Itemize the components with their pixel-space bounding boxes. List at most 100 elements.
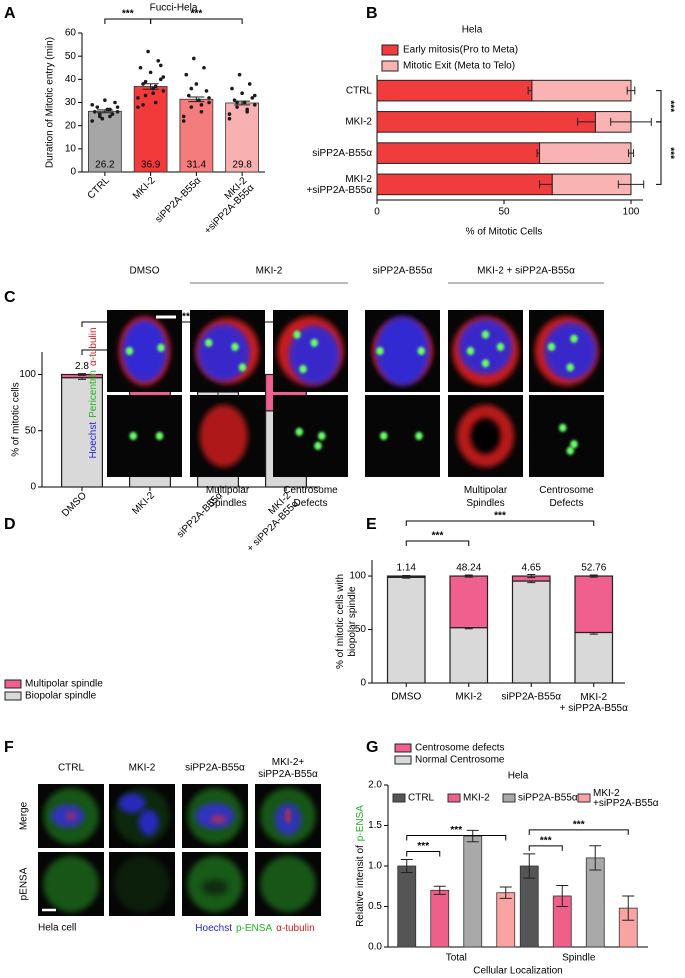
data-point: [245, 109, 249, 114]
data-point: [153, 84, 158, 89]
data-point: [252, 103, 257, 107]
stain-legend: Hoechst Pericentrin α-tubulin: [88, 327, 99, 458]
y-tick-label-line: +siPP2A-B55α: [306, 185, 372, 196]
data-point: [92, 109, 97, 114]
y-tick-label: 100: [349, 571, 366, 582]
data-point: [148, 70, 153, 75]
y-axis-label: Duration of Mitotic entry (min): [45, 37, 56, 168]
bar-segment: [574, 631, 614, 684]
x-tick-label: siPP2A-B55α: [501, 692, 561, 703]
caption-line: Defects: [294, 498, 328, 509]
data-point: [161, 75, 166, 79]
legend-label: Multipolar spindle: [25, 679, 103, 690]
significance-bracket: [406, 835, 507, 841]
note: Hela cell: [38, 923, 76, 934]
y-axis-label: % of mitotic cells: [11, 382, 22, 456]
error-bar: [466, 829, 479, 843]
legend-swatch: [394, 755, 412, 765]
y-axis-label-part: p-ENSA: [355, 805, 366, 841]
micrograph: [448, 395, 523, 477]
data-point: [153, 100, 158, 105]
column-header: MKI-2: [129, 763, 156, 774]
stain: [318, 431, 326, 441]
bar: [585, 857, 605, 948]
data-point: [204, 89, 209, 93]
data-point: [113, 100, 117, 105]
micrograph: [448, 310, 523, 392]
y-tick-label: 0.5: [368, 901, 382, 912]
chart-title: Fucci-Hela: [150, 3, 198, 14]
data-point: [250, 96, 255, 100]
significance-label: ***: [417, 841, 429, 852]
significance-bracket: [656, 121, 662, 185]
caption-line: Centrosome: [283, 485, 338, 496]
data-point: [108, 114, 112, 119]
data-point: [136, 96, 140, 100]
legend-label: Early mitosis(Pro to Meta): [403, 45, 518, 56]
significance-label: ***: [191, 9, 203, 20]
y-tick-label: 0: [70, 167, 76, 178]
stain: [458, 319, 513, 375]
row-header: pENSA: [19, 867, 30, 900]
micrograph-bg: [107, 395, 182, 477]
y-tick-label: CTRL: [346, 85, 373, 96]
micrograph: [255, 784, 321, 848]
y-axis-label-line: % of mitotic cells with: [335, 574, 346, 669]
data-point: [136, 105, 140, 109]
data-point: [240, 91, 244, 96]
x-tick-label: Total: [446, 953, 467, 964]
legend-swatch: [4, 691, 22, 701]
significance-label: ***: [432, 531, 444, 542]
data-point: [98, 114, 102, 119]
micrograph: [107, 310, 182, 392]
y-axis-label: % of mitotic cells withbiopolar spindle: [335, 574, 358, 669]
data-point: [138, 65, 143, 70]
stain: [238, 363, 247, 372]
error-bar: [400, 859, 413, 873]
significance-bracket: [405, 520, 595, 526]
bar-segment: [449, 575, 489, 629]
panel-label: C: [4, 289, 16, 306]
y-tick-label: 50: [65, 51, 77, 62]
stain: [570, 440, 578, 449]
data-point: [115, 109, 120, 114]
data-point: [230, 86, 234, 91]
bar-segment: [376, 111, 596, 133]
stain: [118, 793, 146, 813]
error-bar: [610, 117, 652, 126]
micrograph: [255, 852, 321, 916]
data-point: [199, 103, 204, 107]
micrograph-bg: [273, 395, 348, 477]
stain: [293, 330, 301, 339]
caption-line: Defects: [550, 498, 584, 509]
y-tick-label: 60: [65, 28, 77, 39]
bar: [463, 835, 483, 948]
value-label: 52.76: [581, 563, 606, 574]
row-header: Merge: [19, 801, 30, 830]
error-bar: [556, 884, 569, 907]
micrograph-bg: [365, 395, 440, 477]
x-tick-label: MKI-2+siPP2A-B55α: [195, 175, 257, 237]
stain: [205, 338, 213, 347]
data-point: [95, 105, 100, 109]
stain: [284, 808, 292, 824]
stain: [481, 330, 490, 339]
data-point: [146, 49, 150, 54]
stain: [566, 446, 574, 455]
stain: [122, 319, 167, 383]
x-tick-label: MKI-2+ siPP2A-B55α: [560, 692, 629, 714]
significance-bracket: [656, 90, 662, 123]
stain: [299, 364, 307, 374]
y-tick-label: 0: [30, 482, 36, 493]
stain-name: p-ENSA: [236, 923, 272, 934]
x-tick-label: 100: [623, 207, 640, 218]
data-point: [252, 93, 257, 98]
stain: [566, 363, 574, 372]
y-tick-label: 30: [65, 97, 77, 108]
stain: [199, 404, 248, 468]
error-bar: [402, 575, 411, 578]
column-header: siPP2A-B55α: [185, 763, 245, 774]
value-label: 26.2: [95, 160, 115, 171]
column-header: siPP2A-B55α: [373, 266, 433, 277]
caption: Multipolar Spindles: [206, 485, 250, 509]
